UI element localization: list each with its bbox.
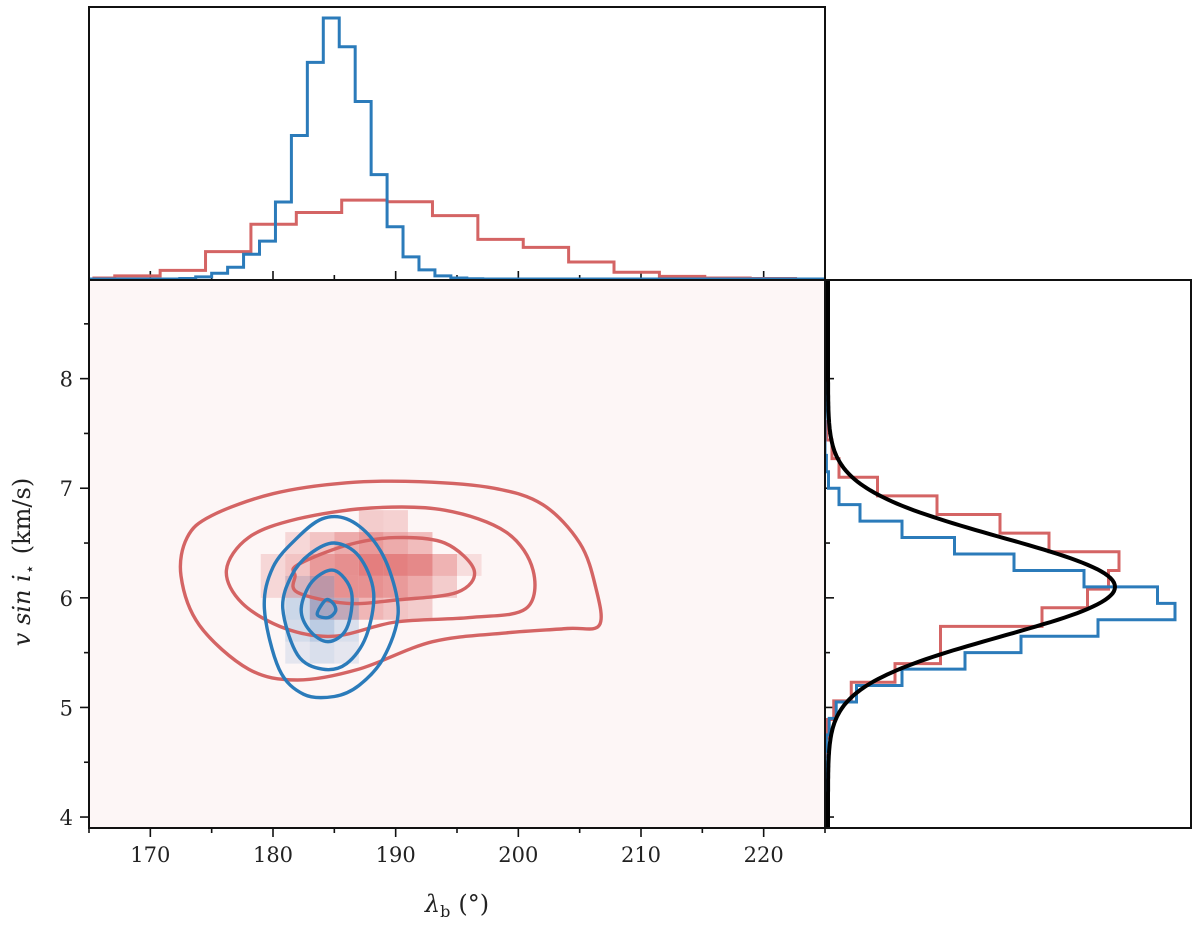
y-axis-title: v sin i⋆(km/s) [8,478,39,646]
x-tick-label: 170 [130,843,170,867]
density-red-cell-8 [358,554,384,576]
contours-blue [262,514,400,700]
density-blue-cell-6 [309,641,335,664]
density-red-cell-22 [407,597,433,620]
main-background [89,280,825,828]
y-tick-label: 7 [60,477,73,501]
y-tick-label: 4 [60,806,73,830]
density-red-cell-26 [285,532,310,554]
right-frame [824,279,1192,829]
x-tick-label: 200 [498,843,538,867]
contour-red-3 [291,535,477,606]
x-tick-label: 190 [376,843,416,867]
density-red-cell-21 [383,597,408,620]
y-tick-label: 8 [60,368,73,392]
y-tick-label: 5 [60,696,73,720]
x-axis-title: λb (°) [424,890,489,921]
contour-red-1 [178,479,603,682]
density-red-cell-16 [358,510,384,533]
top-hist-red [89,198,825,280]
density-red-cell-29 [457,554,482,576]
x-tick-label: 180 [253,843,293,867]
contour-blue-4 [315,597,338,620]
density-blue-cell-2 [285,597,310,620]
right-hist-blue [825,280,1177,828]
density-blue-cell-1 [309,619,335,642]
gaussian-curve [826,280,1118,828]
contour-blue-3 [299,568,354,644]
density-red-cell-11 [432,554,457,576]
main-panel: 170 180 190 200 210 220 4 5 6 7 8 [60,271,834,867]
density-red-cell-1 [309,575,335,598]
density-blue-cell-8 [285,575,310,598]
density-blue-cell-10 [334,641,359,664]
top-marginal-panel [88,6,826,281]
x-axis-ticks: 170 180 190 200 210 220 [88,271,826,867]
contours-red [178,479,603,682]
density-blue-cell-7 [309,575,335,598]
contour-red-2 [224,505,537,639]
density-red-cell-0 [285,575,310,598]
x-tick-label: 220 [744,843,784,867]
top-frame [88,6,826,281]
density-red-cell-5 [407,575,433,598]
right-hist-red [825,280,1121,828]
right-marginal-panel [824,279,1192,829]
contour-blue-2 [280,541,376,672]
density-red-cell-7 [334,554,359,576]
density-red-cell-10 [407,554,433,576]
density-red-cell-17 [383,510,408,533]
y-tick-label: 6 [60,587,73,611]
density-red-cell-15 [407,532,433,554]
top-hist-blue [89,16,825,280]
contour-blue-1 [262,514,400,700]
x-tick-label: 210 [621,843,661,867]
density-red-cell-14 [383,532,408,554]
